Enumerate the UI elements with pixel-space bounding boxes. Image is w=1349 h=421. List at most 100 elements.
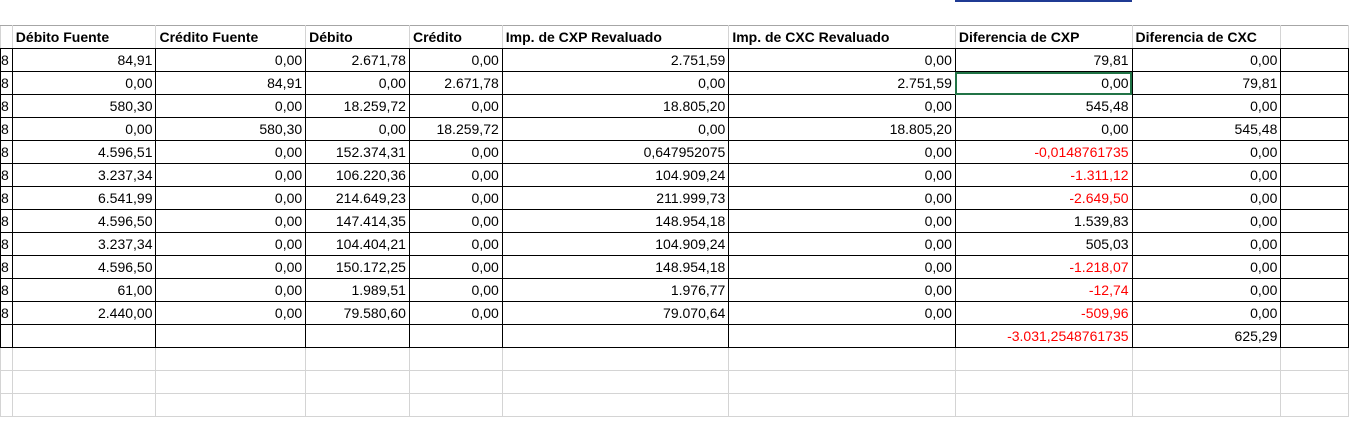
data-cell[interactable]: 0,00 [728,186,956,210]
empty-cell[interactable] [1280,370,1349,394]
data-cell[interactable]: 0,00 [501,117,730,141]
data-cell[interactable]: 148.954,18 [501,209,730,233]
empty-cell[interactable] [408,347,503,371]
empty-cell[interactable] [1280,324,1349,348]
data-cell[interactable]: 0,00 [155,140,307,164]
empty-cell[interactable] [501,370,730,394]
data-cell[interactable]: 0,00 [1131,163,1282,187]
data-cell[interactable]: 545,48 [1131,117,1282,141]
data-cell[interactable]: 0,00 [155,301,307,325]
data-cell[interactable]: 18.259,72 [305,94,410,118]
data-cell[interactable]: 0,00 [728,278,956,302]
data-cell[interactable]: 0,00 [155,255,307,279]
empty-cell[interactable] [1280,163,1349,187]
data-cell[interactable]: 505,03 [954,232,1133,256]
row-cell-clipped[interactable]: 8 [0,163,13,187]
empty-cell[interactable] [305,347,410,371]
data-cell[interactable]: 0,00 [1131,140,1282,164]
empty-cell[interactable] [1280,94,1349,118]
empty-cell[interactable] [1280,393,1349,417]
empty-cell[interactable] [305,370,410,394]
data-cell[interactable]: 2.671,78 [408,71,503,95]
empty-cell[interactable] [1280,209,1349,233]
data-cell[interactable]: -1.311,12 [954,163,1133,187]
data-cell[interactable]: 2.751,59 [501,48,730,72]
total-cell[interactable]: -3.031,2548761735 [954,324,1133,348]
empty-cell[interactable] [1280,71,1349,95]
data-cell[interactable]: 4.596,50 [11,209,157,233]
empty-cell[interactable] [954,347,1133,371]
data-cell[interactable]: 84,91 [155,71,307,95]
data-cell[interactable]: 0,00 [728,301,956,325]
total-cell[interactable] [11,324,157,348]
empty-cell[interactable] [1280,140,1349,164]
row-cell-clipped[interactable]: 8 [0,140,13,164]
total-cell[interactable] [728,324,956,348]
empty-cell[interactable] [1280,48,1349,72]
empty-cell[interactable] [501,393,730,417]
data-cell[interactable]: 0,00 [1131,209,1282,233]
data-cell[interactable]: -1.218,07 [954,255,1133,279]
empty-cell[interactable] [1280,117,1349,141]
data-cell[interactable]: 545,48 [954,94,1133,118]
empty-cell[interactable] [728,370,956,394]
column-header[interactable]: Imp. de CXC Revaluado [728,25,956,49]
data-cell[interactable]: 2.440,00 [11,301,157,325]
data-cell[interactable]: 104.404,21 [305,232,410,256]
empty-cell[interactable] [1280,232,1349,256]
data-cell[interactable]: 18.805,20 [728,117,956,141]
data-cell[interactable]: 0,00 [728,94,956,118]
data-cell[interactable]: 0,00 [11,117,157,141]
total-cell[interactable] [305,324,410,348]
data-cell[interactable]: 0,00 [728,232,956,256]
data-cell[interactable]: 0,00 [11,71,157,95]
empty-cell[interactable] [1131,393,1282,417]
data-cell[interactable]: 0,00 [501,71,730,95]
data-cell[interactable]: 147.414,35 [305,209,410,233]
data-cell[interactable]: -509,96 [954,301,1133,325]
row-cell-clipped[interactable]: 8 [0,209,13,233]
empty-cell[interactable] [501,347,730,371]
empty-cell[interactable] [954,393,1133,417]
data-cell[interactable]: -0,0148761735 [954,140,1133,164]
row-cell-clipped[interactable]: 8 [0,48,13,72]
data-cell[interactable]: 0,00 [305,117,410,141]
data-cell[interactable]: 0,00 [408,232,503,256]
empty-cell[interactable] [1280,186,1349,210]
data-cell[interactable]: 0,00 [1131,48,1282,72]
total-cell[interactable]: 625,29 [1131,324,1282,348]
data-cell[interactable]: 18.259,72 [408,117,503,141]
data-cell[interactable]: 580,30 [11,94,157,118]
data-cell[interactable]: 106.220,36 [305,163,410,187]
empty-cell[interactable] [1280,25,1349,49]
data-cell[interactable]: 18.805,20 [501,94,730,118]
data-cell[interactable]: 0,00 [155,186,307,210]
column-header[interactable]: Débito [305,25,410,49]
total-cell[interactable] [0,324,13,348]
data-cell[interactable]: 2.751,59 [728,71,956,95]
data-cell[interactable]: 84,91 [11,48,157,72]
column-header[interactable]: Débito Fuente [11,25,157,49]
column-header[interactable]: Diferencia de CXP [954,25,1133,49]
data-cell[interactable]: 214.649,23 [305,186,410,210]
data-cell[interactable]: 0,00 [408,140,503,164]
empty-cell[interactable] [1280,278,1349,302]
data-cell[interactable]: 0,00 [408,163,503,187]
data-cell[interactable]: 79.070,64 [501,301,730,325]
data-cell[interactable]: 211.999,73 [501,186,730,210]
data-cell[interactable]: 0,00 [954,117,1133,141]
data-cell[interactable]: 0,00 [1131,301,1282,325]
data-cell[interactable]: 1.989,51 [305,278,410,302]
data-cell[interactable]: 0,00 [155,163,307,187]
empty-cell[interactable] [408,393,503,417]
data-cell[interactable]: -2.649,50 [954,186,1133,210]
empty-cell[interactable] [305,393,410,417]
empty-cell[interactable] [954,370,1133,394]
data-cell[interactable]: 0,00 [1131,232,1282,256]
data-cell[interactable]: 0,00 [155,232,307,256]
data-cell[interactable]: 4.596,50 [11,255,157,279]
data-cell[interactable]: 0,00 [408,94,503,118]
data-cell[interactable]: 0,00 [408,186,503,210]
empty-cell[interactable] [1131,370,1282,394]
data-cell[interactable]: 1.976,77 [501,278,730,302]
